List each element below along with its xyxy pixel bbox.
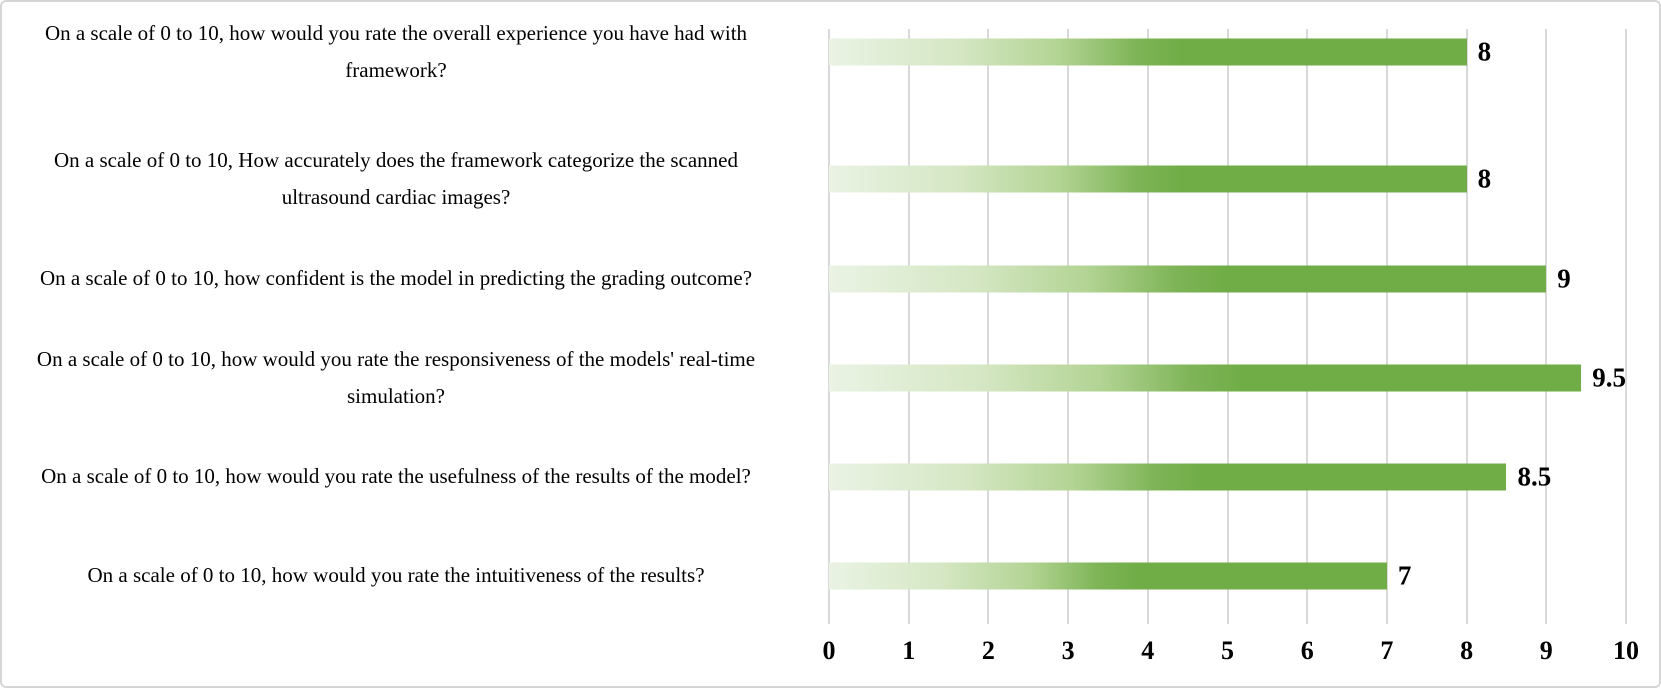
- gridline-3: [1067, 29, 1070, 624]
- bar-track: 8: [829, 165, 1626, 192]
- gridline-7: [1385, 29, 1388, 624]
- chart-row: On a scale of 0 to 10, how would you rat…: [2, 328, 1659, 427]
- x-tick-label: 4: [1141, 636, 1155, 665]
- category-label: On a scale of 0 to 10, how confident is …: [39, 266, 753, 291]
- chart-row: On a scale of 0 to 10, How accurately do…: [2, 129, 1659, 228]
- gridline-0: [828, 29, 830, 624]
- gridline-9: [1545, 29, 1548, 624]
- x-tick-label: 8: [1460, 636, 1474, 665]
- x-tick-label: 6: [1300, 636, 1314, 665]
- x-tick-label: 9: [1539, 636, 1553, 665]
- gridline-8: [1465, 29, 1468, 624]
- bar: [829, 265, 1547, 292]
- category-label: On a scale of 0 to 10, how would you rat…: [87, 563, 705, 588]
- category-label: On a scale of 0 to 10, how would you rat…: [36, 347, 756, 408]
- bar-track: 9.5: [829, 364, 1626, 391]
- chart-row: On a scale of 0 to 10, how would you rat…: [2, 526, 1659, 625]
- bar-track: 7: [829, 562, 1626, 589]
- x-tick-label: 7: [1380, 636, 1394, 665]
- chart-row: On a scale of 0 to 10, how would you rat…: [2, 427, 1659, 526]
- chart-row: On a scale of 0 to 10, how confident is …: [2, 229, 1659, 328]
- bar-track: 9: [829, 265, 1626, 292]
- gridline-10: [1625, 29, 1627, 624]
- x-tick-label: 5: [1221, 636, 1234, 665]
- gridline-5: [1226, 29, 1229, 624]
- value-label: 8: [1477, 163, 1492, 193]
- bar: [829, 562, 1387, 589]
- value-label: 9.5: [1592, 362, 1626, 392]
- x-tick-label: 3: [1061, 636, 1075, 665]
- gridline-6: [1306, 29, 1309, 624]
- bar-track: 8: [829, 38, 1626, 65]
- chart-row: On a scale of 0 to 10, how would you rat…: [2, 2, 1659, 101]
- x-tick-label: 1: [902, 636, 916, 665]
- bar: [829, 364, 1582, 391]
- bar: [829, 38, 1467, 65]
- category-label: On a scale of 0 to 10, how would you rat…: [41, 464, 751, 489]
- gridline-1: [907, 29, 910, 624]
- bar: [829, 463, 1507, 490]
- x-axis: 0 1 2 3 4 5 6 7 8 9 10: [823, 636, 1640, 676]
- bar: [829, 165, 1467, 192]
- x-tick-label: 2: [981, 636, 995, 665]
- category-label: On a scale of 0 to 10, how would you rat…: [44, 21, 748, 82]
- value-label: 7: [1397, 560, 1412, 590]
- value-label: 8: [1477, 36, 1492, 66]
- bar-track: 8.5: [829, 463, 1626, 490]
- gridline-4: [1146, 29, 1149, 624]
- x-tick-label: 10: [1613, 636, 1639, 665]
- gridlines: [828, 29, 1627, 624]
- gridline-2: [987, 29, 990, 624]
- x-tick-label: 0: [822, 636, 836, 665]
- category-label: On a scale of 0 to 10, How accurately do…: [54, 148, 738, 209]
- value-label: 8.5: [1517, 461, 1552, 491]
- value-label: 9: [1557, 263, 1571, 293]
